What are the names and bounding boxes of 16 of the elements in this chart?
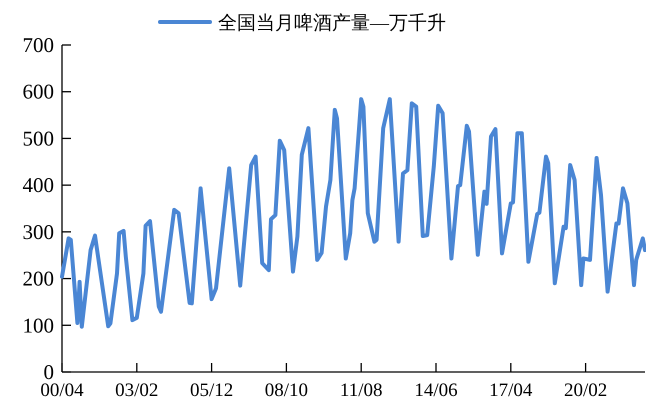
y-tick-label: 500 — [22, 126, 54, 150]
y-tick-label: 600 — [22, 80, 54, 104]
x-tick-label: 08/10 — [264, 380, 308, 401]
legend-label: 全国当月啤酒产量—万千升 — [218, 13, 446, 34]
y-tick-label: 200 — [22, 266, 54, 291]
y-tick-label: 700 — [22, 33, 54, 57]
x-tick-label: 17/04 — [489, 380, 533, 401]
x-tick-label: 03/02 — [115, 380, 158, 401]
y-tick-label: 300 — [22, 220, 54, 244]
line-series — [60, 97, 646, 329]
x-tick-label: 05/12 — [190, 380, 234, 401]
x-tick-label: 14/06 — [414, 380, 458, 401]
y-tick-label: 100 — [22, 313, 54, 338]
x-tick-label: 20/02 — [564, 380, 608, 401]
x-tick-label: 11/08 — [340, 380, 382, 401]
y-tick-label: 400 — [22, 173, 54, 198]
